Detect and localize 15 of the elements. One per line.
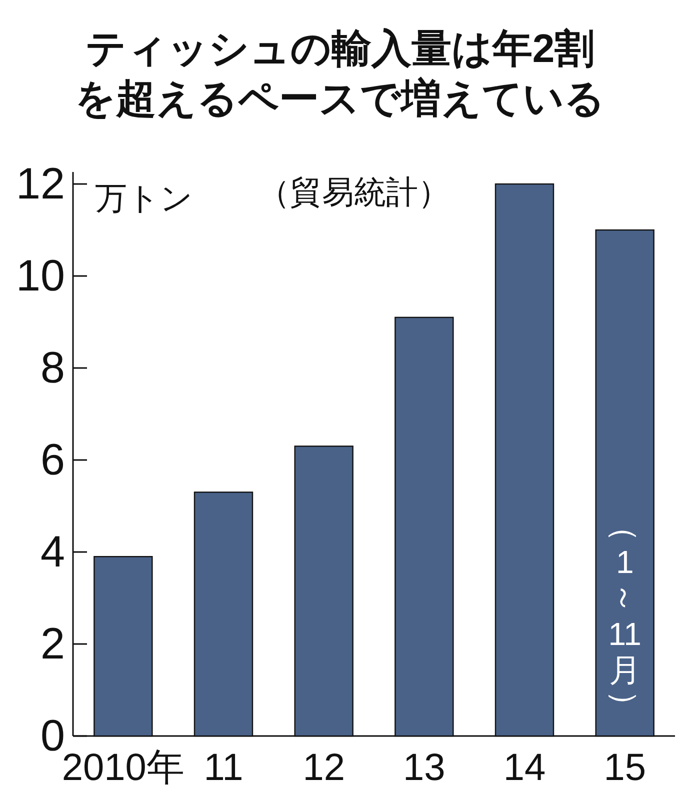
x-tick-label: 15 (604, 747, 646, 789)
x-tick-label: 13 (403, 747, 446, 789)
x-tick-label: 14 (503, 747, 546, 789)
x-tick-label: 12 (302, 747, 345, 789)
y-tick-label: 2 (40, 620, 65, 668)
chart-title: ティッシュの輸入量は年2割を超えるペースで増えている (75, 27, 605, 121)
y-tick-label: 8 (40, 344, 65, 392)
chart-subtitle: （貿易統計） (258, 174, 450, 210)
y-tick-label: 12 (16, 160, 65, 208)
x-tick-label: 11 (204, 747, 244, 789)
y-tick-label: 6 (40, 436, 65, 484)
y-axis-title: 万トン (95, 180, 193, 216)
annotation: （1～11月） (606, 510, 643, 722)
y-tick-label: 4 (40, 528, 65, 576)
y-tick-label: 10 (16, 252, 65, 300)
